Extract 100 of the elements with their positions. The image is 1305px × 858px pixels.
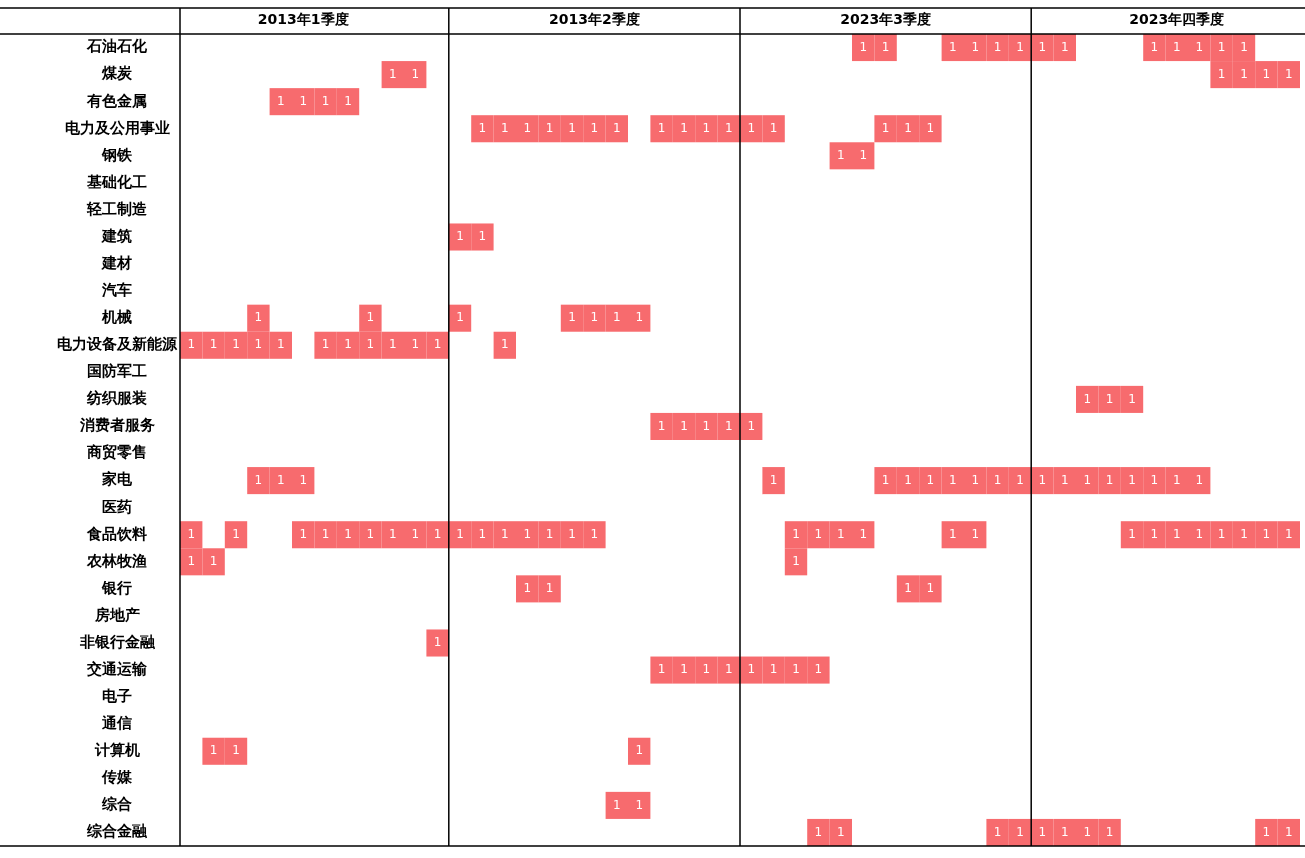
data-label: 1 <box>523 120 532 135</box>
data-label: 1 <box>635 797 644 812</box>
y-tick-label: 交通运输 <box>86 659 148 678</box>
data-label: 1 <box>590 120 599 135</box>
data-label: 1 <box>904 472 912 487</box>
data-label: 1 <box>1172 39 1181 54</box>
data-label: 1 <box>904 120 912 135</box>
data-label: 1 <box>1038 39 1047 54</box>
data-label: 1 <box>209 337 218 352</box>
y-tick-label: 综合 <box>101 795 132 814</box>
data-label: 1 <box>299 472 308 487</box>
data-label: 1 <box>232 743 240 758</box>
x-tick-label: 2023年3季度 <box>840 11 931 28</box>
y-tick-label: 通信 <box>101 714 132 733</box>
data-label: 1 <box>366 310 375 325</box>
data-label: 1 <box>657 662 666 677</box>
data-label: 1 <box>344 337 352 352</box>
data-label: 1 <box>1016 39 1024 54</box>
data-label: 1 <box>411 526 420 541</box>
data-label: 1 <box>859 526 868 541</box>
data-label: 1 <box>792 526 800 541</box>
data-label: 1 <box>366 526 375 541</box>
data-label: 1 <box>500 337 509 352</box>
data-label: 1 <box>724 662 733 677</box>
data-label: 1 <box>926 472 935 487</box>
data-label: 1 <box>814 662 823 677</box>
data-label: 1 <box>1172 526 1181 541</box>
data-label: 1 <box>388 66 397 81</box>
data-label: 1 <box>388 337 397 352</box>
data-label: 1 <box>1240 39 1248 54</box>
data-label: 1 <box>1060 39 1069 54</box>
data-label: 1 <box>881 120 890 135</box>
data-label: 1 <box>1038 824 1047 839</box>
data-label: 1 <box>814 824 823 839</box>
data-label: 1 <box>545 120 554 135</box>
data-label: 1 <box>276 93 285 108</box>
data-label: 1 <box>881 472 890 487</box>
data-label: 1 <box>971 526 980 541</box>
data-label: 1 <box>1240 526 1248 541</box>
data-label: 1 <box>1284 526 1293 541</box>
y-tick-label: 机械 <box>101 308 132 327</box>
data-label: 1 <box>187 526 196 541</box>
data-label: 1 <box>209 743 218 758</box>
data-label: 1 <box>590 310 599 325</box>
data-label: 1 <box>1195 39 1204 54</box>
data-label: 1 <box>657 120 666 135</box>
data-label: 1 <box>254 337 263 352</box>
data-label: 1 <box>500 120 509 135</box>
y-tick-label: 家电 <box>101 470 133 489</box>
data-label: 1 <box>747 662 756 677</box>
data-label: 1 <box>769 472 778 487</box>
data-label: 1 <box>1217 526 1226 541</box>
data-label: 1 <box>612 797 621 812</box>
data-label: 1 <box>187 553 196 568</box>
data-label: 1 <box>433 635 442 650</box>
data-label: 1 <box>1038 472 1047 487</box>
data-label: 1 <box>680 120 688 135</box>
data-label: 1 <box>702 662 711 677</box>
data-label: 1 <box>1217 39 1226 54</box>
data-label: 1 <box>792 662 800 677</box>
data-label: 1 <box>433 526 442 541</box>
data-label: 1 <box>321 526 330 541</box>
data-label: 1 <box>1083 824 1092 839</box>
y-tick-label: 医药 <box>102 497 132 516</box>
data-label: 1 <box>657 418 666 433</box>
data-label: 1 <box>1262 824 1271 839</box>
data-label: 1 <box>1083 391 1092 406</box>
data-label: 1 <box>523 580 532 595</box>
y-tick-label: 农林牧渔 <box>86 551 147 570</box>
data-label: 1 <box>680 662 688 677</box>
data-label: 1 <box>366 337 375 352</box>
data-label: 1 <box>724 120 733 135</box>
y-tick-label: 银行 <box>101 578 132 597</box>
data-label: 1 <box>1016 472 1024 487</box>
y-tick-label: 有色金属 <box>86 91 147 110</box>
data-label: 1 <box>1105 472 1114 487</box>
data-label: 1 <box>612 310 621 325</box>
y-tick-label: 电力设备及新能源 <box>57 335 178 354</box>
data-label: 1 <box>1262 526 1271 541</box>
y-tick-label: 纺织服装 <box>86 389 147 408</box>
data-label: 1 <box>948 39 957 54</box>
data-label: 1 <box>792 553 800 568</box>
y-tick-label: 电子 <box>102 687 132 706</box>
data-label: 1 <box>299 93 308 108</box>
data-label: 1 <box>926 580 935 595</box>
data-label: 1 <box>993 39 1002 54</box>
data-label: 1 <box>1217 66 1226 81</box>
y-tick-label: 商贸零售 <box>86 443 147 462</box>
data-label: 1 <box>769 662 778 677</box>
data-label: 1 <box>836 147 845 162</box>
data-label: 1 <box>612 120 621 135</box>
data-label: 1 <box>724 418 733 433</box>
data-label: 1 <box>948 526 957 541</box>
data-label: 1 <box>500 526 509 541</box>
data-label: 1 <box>814 526 823 541</box>
data-label: 1 <box>321 337 330 352</box>
data-label: 1 <box>1150 39 1159 54</box>
data-label: 1 <box>859 39 868 54</box>
x-tick-label: 2013年1季度 <box>257 11 349 28</box>
data-label: 1 <box>523 526 532 541</box>
